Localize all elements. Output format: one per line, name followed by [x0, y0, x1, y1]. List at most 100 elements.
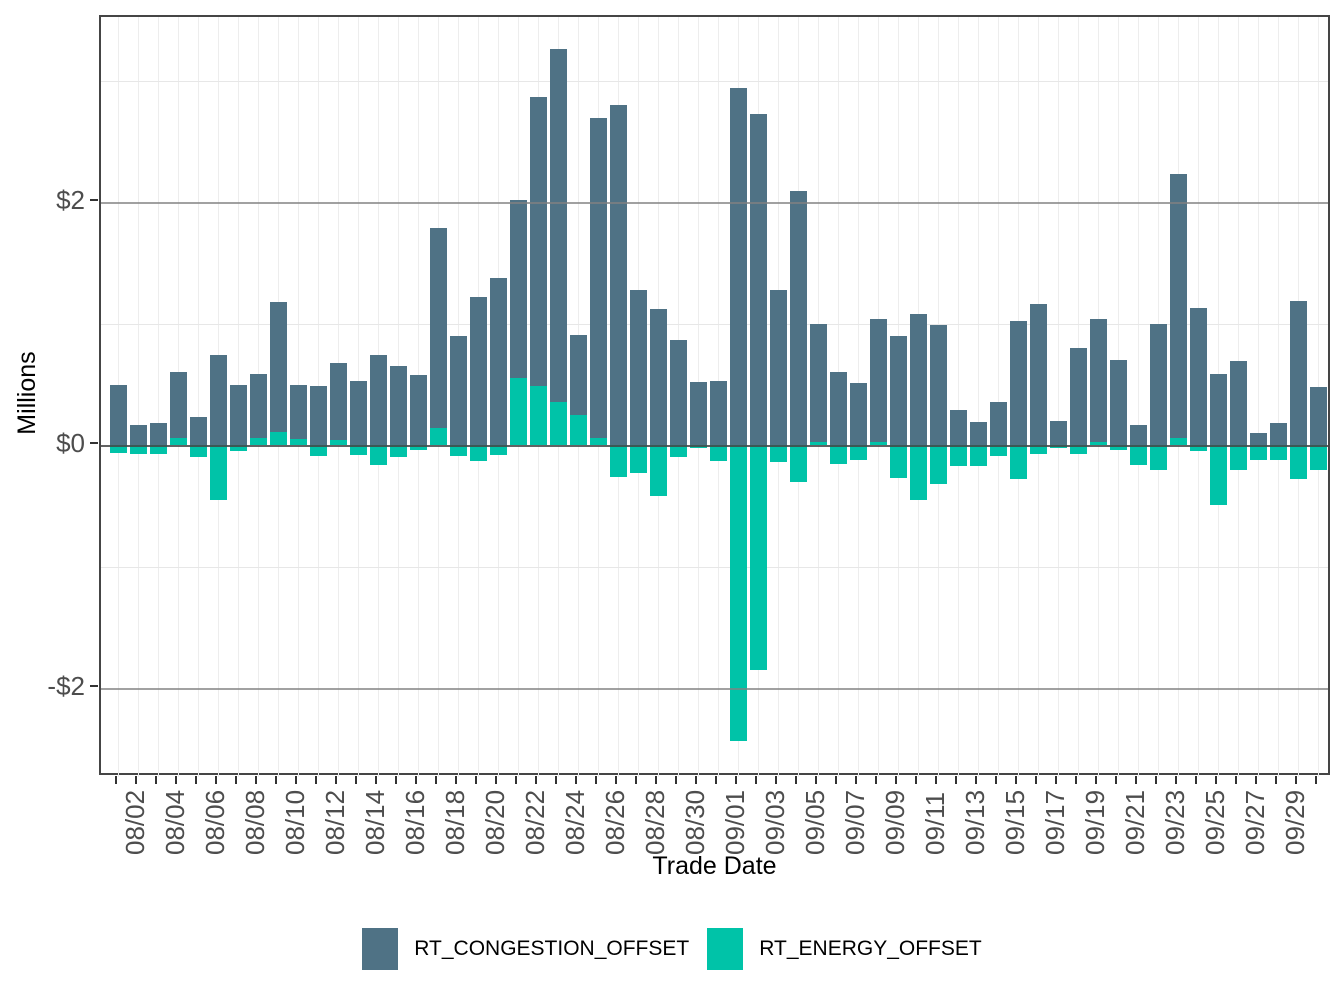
x-tick-label: 08/16: [400, 789, 431, 855]
x-axis-tick: [255, 776, 258, 784]
x-tick-label: 09/15: [1000, 789, 1031, 855]
bar-energy-09/28: [1269, 445, 1288, 460]
bar-congestion-09/21: [1129, 424, 1148, 446]
gridline-h-minor: [101, 80, 1328, 82]
bar-congestion-09/22: [1149, 323, 1168, 446]
bar-congestion-09/15: [1009, 321, 1028, 446]
x-tick-label: 08/14: [360, 789, 391, 855]
bar-congestion-09/23: [1169, 174, 1188, 438]
bar-congestion-09/08: [869, 318, 888, 442]
x-axis-tick: [435, 776, 438, 784]
x-tick-label: 08/26: [600, 789, 631, 855]
gridline-v: [958, 17, 960, 777]
bar-energy-08/31: [709, 445, 728, 462]
bar-energy-09/18: [1069, 445, 1088, 454]
bar-energy-08/02: [129, 445, 148, 454]
bar-energy-08/13: [349, 445, 368, 456]
x-axis-tick: [315, 776, 318, 784]
gridline-v: [198, 17, 200, 777]
x-tick-label: 09/05: [800, 789, 831, 855]
bar-energy-09/27: [1249, 445, 1268, 460]
y-axis-tick: [90, 685, 98, 688]
x-tick-label: 09/09: [880, 789, 911, 855]
x-axis-tick: [895, 776, 898, 784]
bar-congestion-08/25: [589, 118, 608, 438]
bar-energy-08/05: [189, 445, 208, 458]
bar-energy-08/17: [429, 428, 448, 446]
x-axis-tick: [355, 776, 358, 784]
bar-congestion-08/04: [169, 372, 188, 438]
legend-item-energy: RT_ENERGY_OFFSET: [707, 928, 982, 970]
bar-congestion-08/01: [109, 384, 128, 446]
x-axis-tick: [175, 776, 178, 784]
x-axis-tick: [1295, 776, 1298, 784]
bar-energy-09/02: [749, 445, 768, 671]
bar-energy-09/07: [849, 445, 868, 460]
gridline-h-minor: [101, 323, 1328, 325]
x-axis-tick: [1135, 776, 1138, 784]
bar-congestion-08/17: [429, 227, 448, 429]
zero-line: [101, 445, 1328, 448]
x-axis-tick: [1315, 776, 1318, 784]
x-axis-tick: [395, 776, 398, 784]
x-tick-label: 09/27: [1240, 789, 1271, 855]
bar-energy-09/23: [1169, 438, 1188, 446]
x-tick-label: 09/03: [760, 789, 791, 855]
x-axis-tick: [735, 776, 738, 784]
bar-energy-09/21: [1129, 445, 1148, 465]
x-tick-label: 08/24: [560, 789, 591, 855]
bar-energy-09/29: [1289, 445, 1308, 480]
bar-energy-08/19: [469, 445, 488, 462]
bar-energy-09/25: [1209, 445, 1228, 505]
x-axis-tick: [155, 776, 158, 784]
x-axis-tick: [955, 776, 958, 784]
x-tick-label: 08/06: [200, 789, 231, 855]
bar-congestion-09/24: [1189, 308, 1208, 446]
bar-energy-08/24: [569, 414, 588, 446]
bar-congestion-08/18: [449, 335, 468, 446]
bar-energy-08/08: [249, 438, 268, 446]
bar-energy-08/20: [489, 445, 508, 456]
bar-energy-08/22: [529, 385, 548, 446]
x-axis-tick: [635, 776, 638, 784]
bar-congestion-09/06: [829, 372, 848, 446]
x-axis-tick: [375, 776, 378, 784]
bar-congestion-09/12: [949, 410, 968, 446]
bar-energy-08/01: [109, 445, 128, 453]
bar-congestion-08/08: [249, 373, 268, 438]
bar-energy-09/08: [869, 441, 888, 446]
x-tick-label: 09/29: [1280, 789, 1311, 855]
x-axis-tick: [475, 776, 478, 784]
x-tick-label: 08/08: [240, 789, 271, 855]
bar-congestion-09/26: [1229, 361, 1248, 446]
bar-congestion-08/05: [189, 417, 208, 446]
bar-congestion-08/09: [269, 301, 288, 432]
bar-energy-09/24: [1189, 445, 1208, 452]
bar-congestion-09/27: [1249, 433, 1268, 446]
bar-congestion-09/01: [729, 88, 748, 446]
bar-congestion-08/29: [669, 339, 688, 446]
bar-congestion-09/07: [849, 383, 868, 446]
x-axis-tick: [195, 776, 198, 784]
bar-energy-09/06: [829, 445, 848, 464]
bar-energy-08/25: [589, 438, 608, 446]
gridline-v: [138, 17, 140, 777]
y-axis-tick: [90, 199, 98, 202]
gridline-v: [978, 17, 980, 777]
x-axis-tick: [1175, 776, 1178, 784]
legend-label: RT_ENERGY_OFFSET: [759, 937, 982, 960]
bar-congestion-09/04: [789, 191, 808, 446]
gridline-v: [1258, 17, 1260, 777]
bar-congestion-08/15: [389, 366, 408, 446]
bar-congestion-09/17: [1049, 421, 1068, 446]
bar-energy-08/15: [389, 445, 408, 458]
bar-congestion-08/03: [149, 423, 168, 446]
x-tick-label: 08/20: [480, 789, 511, 855]
bar-congestion-09/05: [809, 323, 828, 442]
x-axis-tick: [795, 776, 798, 784]
x-axis-tick: [515, 776, 518, 784]
gridline-h-major: [101, 688, 1328, 690]
bar-congestion-09/09: [889, 335, 908, 446]
y-tick-label: $0: [56, 428, 85, 459]
bar-energy-09/16: [1029, 445, 1048, 454]
